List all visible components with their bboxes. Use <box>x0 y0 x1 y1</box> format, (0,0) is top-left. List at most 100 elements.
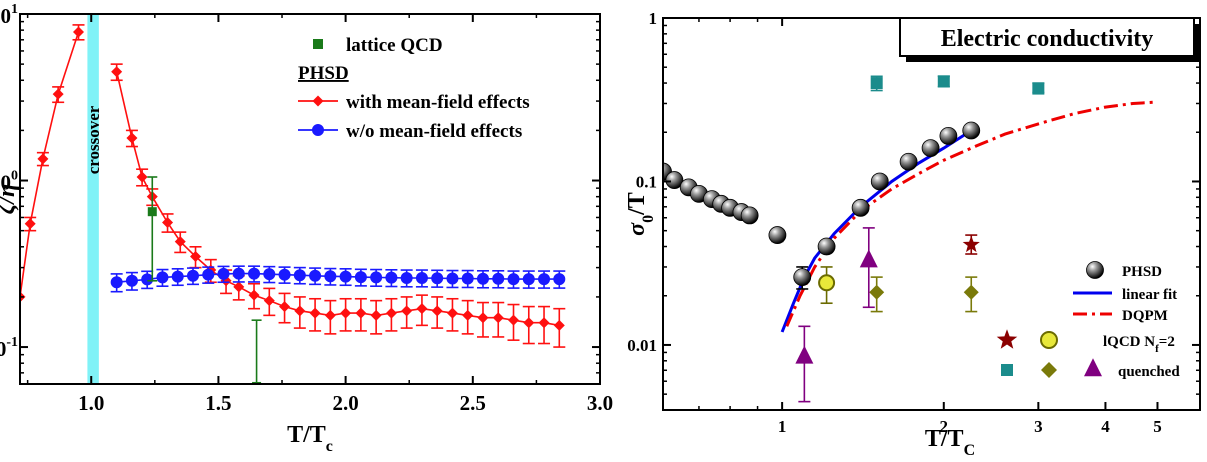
left-plot-marks <box>20 24 566 384</box>
with_mf-point <box>136 171 148 183</box>
with_mf-point <box>73 26 85 38</box>
wo_mf-point <box>125 274 138 287</box>
legend-label: DQPM <box>1122 308 1168 324</box>
with_mf-point <box>52 88 64 100</box>
with_mf-point <box>477 312 489 324</box>
left-chart: crossover 1.0 1.5 2.0 2.5 3.0 101 100 10-1 latt… <box>0 2 613 455</box>
y-tick-label: 1 <box>649 9 658 28</box>
legend-label: lattice QCD <box>346 35 443 56</box>
right-plot-marks <box>663 75 1153 403</box>
legend-marker <box>312 124 324 136</box>
y-tick-label: 100 <box>0 169 18 195</box>
left-y-axis-label: ζ/η <box>0 184 20 214</box>
lqcd_circle-point <box>818 274 836 292</box>
with_mf-point <box>174 236 186 248</box>
wo_mf-point <box>553 273 566 286</box>
q_square-point <box>870 77 883 90</box>
phsd-point <box>793 268 812 287</box>
right-series-group <box>663 75 1153 403</box>
wo_mf-point <box>324 270 337 283</box>
left-x-axis-label: T/Tc <box>287 422 333 455</box>
with_mf-point <box>401 305 413 317</box>
with_mf-point <box>462 309 474 321</box>
crossover-label: crossover <box>84 105 103 174</box>
with_mf-point <box>385 307 397 319</box>
x-tick-label: 1 <box>778 417 787 436</box>
series-q_diamond <box>869 276 979 313</box>
wo_mf-point <box>476 272 489 285</box>
wo_mf-point <box>339 270 352 283</box>
right-y-axis-label: σ0/T <box>624 192 657 236</box>
with_mf-point <box>492 312 504 324</box>
with_mf-point <box>190 250 202 262</box>
phsd-point <box>939 127 958 145</box>
series-lattice <box>147 176 262 384</box>
wo_mf-point <box>141 273 154 286</box>
legend-label: quenched <box>1118 364 1180 380</box>
series-wo_mf <box>110 265 566 293</box>
with_mf-point <box>24 218 36 230</box>
legend-marker <box>996 329 1018 349</box>
wo_mf-point <box>186 269 199 282</box>
q_square-point <box>1032 82 1045 95</box>
legend-marker <box>1086 261 1104 279</box>
with_mf-point <box>294 305 306 317</box>
right-chart: 1 2 3 4 5 1 0.1 0.01 Electric conductivity PHSD… <box>624 9 1201 459</box>
series-q_square <box>870 75 1045 95</box>
phsd-point <box>817 237 836 256</box>
legend-marker <box>1041 362 1057 378</box>
wo_mf-point <box>446 272 459 285</box>
with_mf-point <box>431 305 443 317</box>
with_mf-point <box>126 132 138 144</box>
phsd-point <box>768 226 787 244</box>
wo_mf-point <box>415 271 428 284</box>
phsd-point <box>665 171 684 189</box>
y-tick-label: 0.01 <box>627 336 657 355</box>
x-tick-label: 1.0 <box>78 391 104 415</box>
x-tick-label: 4 <box>1101 417 1110 436</box>
with_mf-point <box>248 289 260 301</box>
wo_mf-point <box>492 272 505 285</box>
legend-label: linear fit <box>1122 287 1177 303</box>
with_mf-point <box>340 307 352 319</box>
wo_mf-point <box>263 268 276 281</box>
wo_mf-point <box>217 267 230 280</box>
with_mf-point <box>416 303 428 315</box>
q_triangle-point <box>795 345 814 364</box>
wo_mf-point <box>171 270 184 283</box>
x-tick-label: 3.0 <box>587 391 613 415</box>
legend-marker <box>1001 364 1013 376</box>
phsd-point <box>870 172 889 191</box>
wo_mf-point <box>248 267 261 280</box>
with_mf-point <box>279 301 291 313</box>
with_mf-point <box>553 319 565 331</box>
x-tick-label: 5 <box>1153 417 1162 436</box>
series-lqcd_star <box>962 234 980 255</box>
wo_mf-point <box>507 273 520 286</box>
lattice-point <box>252 381 262 384</box>
wo_mf-point <box>293 269 306 282</box>
dqpm-line <box>785 100 1153 327</box>
right-x-axis-label: T/TC <box>925 426 975 459</box>
wo_mf-point <box>156 271 169 284</box>
legend-label: lQCD Nf=2 <box>1103 334 1175 355</box>
with_mf-point <box>263 295 275 307</box>
title-box-frame <box>899 17 1195 57</box>
phsd-point <box>740 206 759 225</box>
with_mf-line <box>20 31 80 298</box>
left-plot-frame <box>19 13 601 385</box>
legend-label: with mean-field effects <box>346 92 530 113</box>
left-axis-ticks: 1.0 1.5 2.0 2.5 3.0 101 100 10-1 <box>0 2 613 415</box>
wo_mf-point <box>232 267 245 280</box>
legend-label: PHSD <box>1122 264 1162 280</box>
wo_mf-point <box>461 272 474 285</box>
q_diamond-point <box>869 284 885 300</box>
legend-marker <box>312 95 324 107</box>
wo_mf-point <box>538 273 551 286</box>
with_mf-point <box>324 309 336 321</box>
with_mf-point <box>111 66 123 78</box>
x-tick-label: 2.0 <box>332 391 358 415</box>
with_mf-point <box>37 153 49 165</box>
chart-title-box: Electric conductivity <box>899 17 1200 62</box>
